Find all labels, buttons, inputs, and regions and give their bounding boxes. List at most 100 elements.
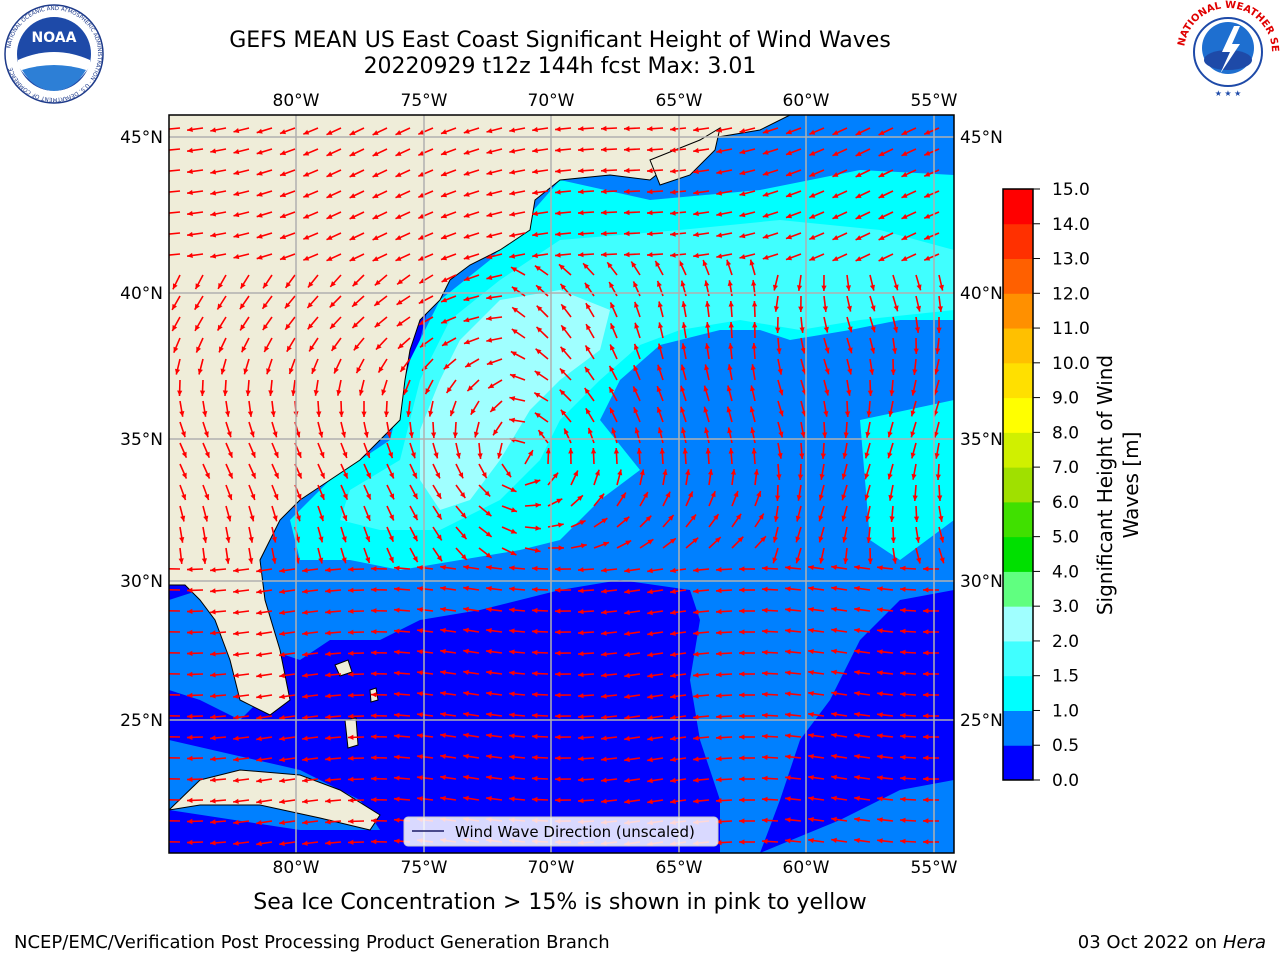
wave-direction-arrowhead xyxy=(867,390,873,396)
wave-direction-arrowhead xyxy=(509,607,515,613)
wave-direction-arrowhead xyxy=(398,343,404,349)
wave-direction-arrowhead xyxy=(939,557,945,564)
wave-direction-arrowhead xyxy=(463,296,470,302)
wave-direction-arrowhead xyxy=(670,777,676,783)
wave-direction-arrowhead xyxy=(560,283,566,290)
wave-direction-arrowhead xyxy=(832,214,839,219)
wave-direction-arrowhead xyxy=(877,796,883,802)
wave-direction-arrowhead xyxy=(532,670,538,677)
wave-direction-arrowhead xyxy=(901,214,908,219)
wave-direction-arrowhead xyxy=(901,193,908,198)
wave-direction-arrowhead xyxy=(536,305,543,312)
wave-direction-arrowhead xyxy=(536,285,542,291)
wave-direction-arrowhead xyxy=(822,432,828,438)
wave-direction-arrowhead xyxy=(795,557,801,564)
wave-direction-arrowhead xyxy=(256,820,262,826)
wave-direction-arrowhead xyxy=(624,125,630,132)
wave-direction-arrowhead xyxy=(440,606,446,612)
wave-direction-arrowhead xyxy=(441,318,448,324)
wave-direction-arrowhead xyxy=(279,820,285,826)
wave-direction-arrowhead xyxy=(463,627,469,633)
wave-direction-arrowhead xyxy=(647,589,653,595)
wave-direction-arrowhead xyxy=(470,408,476,415)
wave-direction-arrowhead xyxy=(716,232,723,238)
wave-direction-arrowhead xyxy=(348,797,354,803)
wave-direction-arrowhead xyxy=(203,431,209,438)
wave-direction-arrowhead xyxy=(512,307,519,313)
wave-direction-arrowhead xyxy=(870,305,876,312)
wave-direction-arrowhead xyxy=(670,672,676,678)
wave-direction-arrowhead xyxy=(772,536,778,543)
colorbar-segment xyxy=(1003,536,1033,572)
wave-direction-arrowhead xyxy=(532,607,538,614)
wave-direction-arrowhead xyxy=(330,323,336,329)
colorbar-tick-label: 0.5 xyxy=(1052,736,1079,756)
wave-direction-arrowhead xyxy=(799,453,805,459)
wave-direction-arrowhead xyxy=(578,777,584,783)
wave-direction-arrowhead xyxy=(785,838,791,844)
wave-direction-arrowhead xyxy=(785,691,791,697)
wave-direction-arrowhead xyxy=(532,775,538,782)
wave-direction-arrowhead xyxy=(727,427,733,434)
wave-direction-arrowhead xyxy=(923,713,929,719)
wave-direction-arrowhead xyxy=(739,734,745,740)
wave-direction-arrowhead xyxy=(187,839,193,845)
wave-direction-arrowhead xyxy=(624,630,630,637)
wave-direction-arrowhead xyxy=(578,630,584,636)
wave-direction-arrowhead xyxy=(371,776,377,782)
wave-direction-arrowhead xyxy=(647,210,653,216)
wave-direction-arrowhead xyxy=(610,323,616,330)
wave-direction-arrowhead xyxy=(296,451,302,458)
wave-direction-arrowhead xyxy=(389,472,394,479)
wave-direction-arrowhead xyxy=(394,712,400,718)
wave-direction-arrowhead xyxy=(911,473,917,480)
colorbar-frame xyxy=(1002,188,1034,781)
wave-direction-arrowhead xyxy=(610,407,615,414)
wave-direction-arrowhead xyxy=(325,651,331,657)
wave-direction-arrowhead xyxy=(914,327,920,333)
wave-direction-arrowhead xyxy=(431,432,437,438)
wave-direction-arrowhead xyxy=(233,630,239,636)
wave-direction-arrowhead xyxy=(912,369,918,375)
wave-direction-arrowhead xyxy=(486,607,492,613)
wave-direction-arrowhead xyxy=(440,732,446,738)
wave-direction-arrowhead xyxy=(187,587,193,593)
colorbar-segment xyxy=(1003,397,1033,433)
wave-direction-arrowhead xyxy=(901,130,908,135)
wave-direction-arrowhead xyxy=(488,383,495,389)
wave-direction-arrowhead xyxy=(279,778,285,784)
wave-direction-arrowhead xyxy=(511,286,518,293)
wave-direction-arrowhead xyxy=(900,817,906,823)
wave-direction-arrowhead xyxy=(716,651,722,657)
wave-direction-arrowhead xyxy=(809,171,816,177)
wave-direction-arrowhead xyxy=(225,558,231,564)
wave-direction-arrowhead xyxy=(394,817,400,823)
wave-direction-arrowhead xyxy=(195,324,200,331)
wave-direction-arrowhead xyxy=(647,610,653,616)
wave-direction-arrowhead xyxy=(752,301,758,307)
wave-direction-arrowhead xyxy=(201,558,207,564)
wave-direction-arrowhead xyxy=(326,193,333,198)
wave-direction-arrowhead xyxy=(716,190,723,196)
wave-direction-arrowhead xyxy=(509,649,515,655)
wave-direction-arrowhead xyxy=(867,558,873,564)
wave-direction-arrowhead xyxy=(273,493,279,500)
wave-direction-arrowhead xyxy=(877,628,883,634)
wave-direction-arrowhead xyxy=(510,487,517,492)
wave-direction-arrowhead xyxy=(279,799,285,805)
wave-direction-arrowhead xyxy=(726,259,732,266)
wave-direction-arrowhead xyxy=(348,755,354,761)
wave-direction-arrowhead xyxy=(601,209,607,216)
wave-direction-arrowhead xyxy=(584,388,590,394)
wave-direction-arrowhead xyxy=(778,389,784,396)
wave-direction-arrowhead xyxy=(256,610,262,616)
wave-direction-arrowhead xyxy=(199,390,206,396)
wave-direction-arrowhead xyxy=(735,513,742,520)
wave-direction-arrowhead xyxy=(233,170,240,176)
wave-direction-arrowhead xyxy=(509,733,515,739)
wave-direction-arrowhead xyxy=(187,755,193,761)
wave-direction-arrowhead xyxy=(624,714,630,721)
wave-direction-arrowhead xyxy=(923,734,929,740)
wave-direction-arrowhead xyxy=(568,448,574,454)
map-gridlines xyxy=(169,115,954,853)
